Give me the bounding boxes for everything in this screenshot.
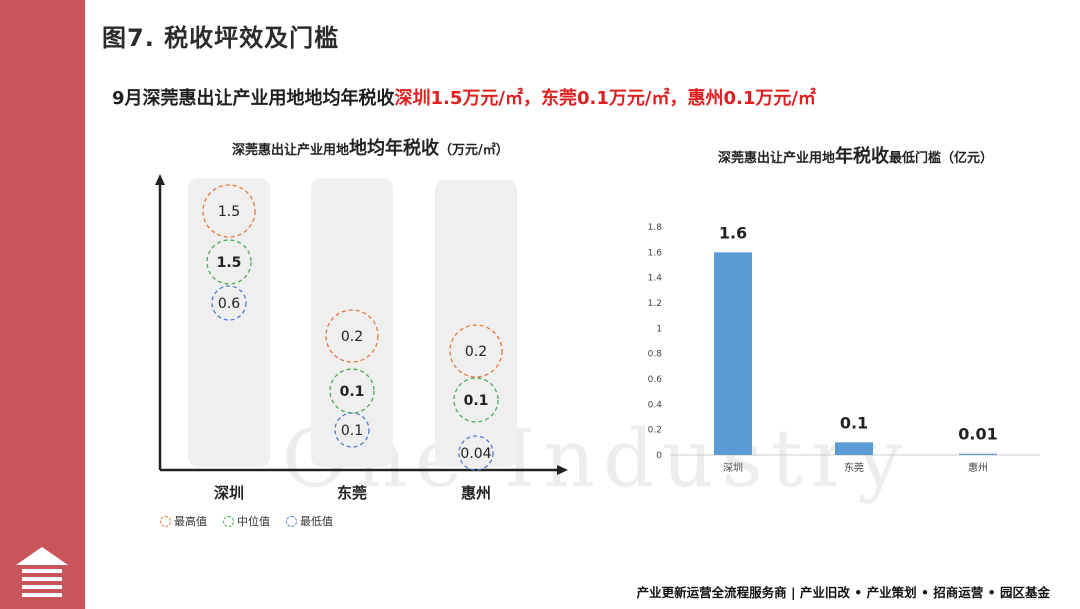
- category-label: 惠州: [461, 484, 491, 502]
- y-axis-arrow-icon: [155, 174, 165, 185]
- column-background: [188, 178, 270, 467]
- data-point-circle: [453, 377, 499, 423]
- data-point-circle: [329, 368, 375, 414]
- data-label: 0.1: [340, 384, 365, 400]
- left-chart-title: 深莞惠出让产业用地地均年税收（万元/㎡）: [232, 134, 509, 160]
- bar-value-label: 1.6: [719, 223, 747, 242]
- right-chart-title-part3: 最低门槛（亿元）: [889, 151, 994, 166]
- bar: [959, 453, 997, 455]
- left-chart-title-part2: 地均年税收: [349, 138, 440, 159]
- legend-max-icon: [160, 515, 171, 527]
- y-tick-label: 0.2: [648, 426, 662, 436]
- bar: [714, 252, 752, 455]
- right-chart-title-part1: 深莞惠出让产业用地: [718, 151, 836, 166]
- page-title: 图7. 税收坪效及门槛: [102, 24, 340, 52]
- y-tick-label: 0.8: [648, 350, 663, 360]
- data-point-circle: [325, 309, 379, 363]
- bar: [835, 442, 873, 455]
- data-label: 0.1: [464, 393, 489, 409]
- company-logo-icon: [16, 547, 68, 597]
- legend: 最高值 中位值 最低值: [160, 513, 333, 529]
- subtitle-prefix: 9月深莞惠出让产业用地地均年税收: [112, 88, 395, 109]
- y-tick-label: 1.8: [648, 223, 663, 233]
- category-label: 惠州: [968, 461, 988, 474]
- data-point-circle: [334, 412, 370, 448]
- y-tick-label: 1.6: [648, 248, 663, 258]
- legend-median-label: 中位值: [237, 515, 270, 528]
- right-chart-title: 深莞惠出让产业用地年税收最低门槛（亿元）: [718, 142, 993, 168]
- footer-slogan: 产业更新运营全流程服务商 | 产业旧改 • 产业策划 • 招商运营 • 园区基金: [636, 585, 1050, 600]
- data-label: 0.2: [465, 344, 487, 360]
- y-tick-label: 1.2: [648, 299, 662, 309]
- data-label: 0.6: [218, 296, 240, 312]
- data-label: 0.2: [341, 329, 363, 345]
- data-label: 1.5: [218, 204, 240, 220]
- y-tick-label: 0: [656, 451, 662, 461]
- right-chart-title-part2: 年税收: [835, 146, 890, 167]
- bar-value-label: 0.01: [958, 425, 997, 444]
- subtitle-highlight: 深圳1.5万元/㎡，东莞0.1万元/㎡，惠州0.1万元/㎡: [394, 88, 816, 109]
- legend-item-max: 最高值: [160, 513, 207, 529]
- right-chart: 0 0.2 0.4 0.6 0.8 1 1.2 1.4 1.6 1.8 1.6 深圳 0.1 东莞 0.01…: [648, 223, 1040, 474]
- data-point-circle: [202, 184, 256, 238]
- category-label: 东莞: [844, 461, 864, 474]
- category-label: 东莞: [337, 484, 367, 502]
- data-point-circle: [211, 285, 247, 321]
- legend-item-min: 最低值: [286, 513, 333, 529]
- y-tick-label: 0.4: [648, 400, 663, 410]
- legend-max-label: 最高值: [174, 515, 207, 528]
- data-label: 0.1: [341, 423, 363, 439]
- category-label: 深圳: [723, 462, 743, 474]
- data-point-circle: [458, 435, 494, 471]
- legend-median-icon: [223, 515, 234, 527]
- column-background: [435, 180, 517, 467]
- left-chart: 1.5 0.2 0.2 1.5 0.1 0.1 0.6 0.1 0.04 深圳 东莞 惠州: [155, 174, 568, 502]
- page-subtitle: 9月深莞惠出让产业用地地均年税收深圳1.5万元/㎡，东莞0.1万元/㎡，惠州0.…: [112, 84, 816, 110]
- left-chart-title-part1: 深莞惠出让产业用地: [232, 143, 350, 158]
- y-tick-label: 0.6: [648, 375, 663, 385]
- column-background: [311, 178, 393, 467]
- y-tick-label: 1.4: [648, 274, 663, 284]
- data-point-circle: [449, 324, 503, 378]
- category-label: 深圳: [214, 484, 244, 502]
- legend-min-label: 最低值: [300, 515, 333, 528]
- data-point-circle: [206, 239, 252, 285]
- sidebar-accent: [0, 0, 85, 609]
- x-axis-arrow-icon: [557, 465, 568, 475]
- legend-item-median: 中位值: [223, 513, 270, 529]
- bar-value-label: 0.1: [840, 413, 868, 432]
- legend-min-icon: [286, 515, 297, 527]
- data-label: 0.04: [460, 446, 491, 462]
- data-label: 1.5: [217, 255, 242, 271]
- left-chart-title-part3: （万元/㎡）: [439, 143, 509, 158]
- y-tick-label: 1: [656, 324, 662, 334]
